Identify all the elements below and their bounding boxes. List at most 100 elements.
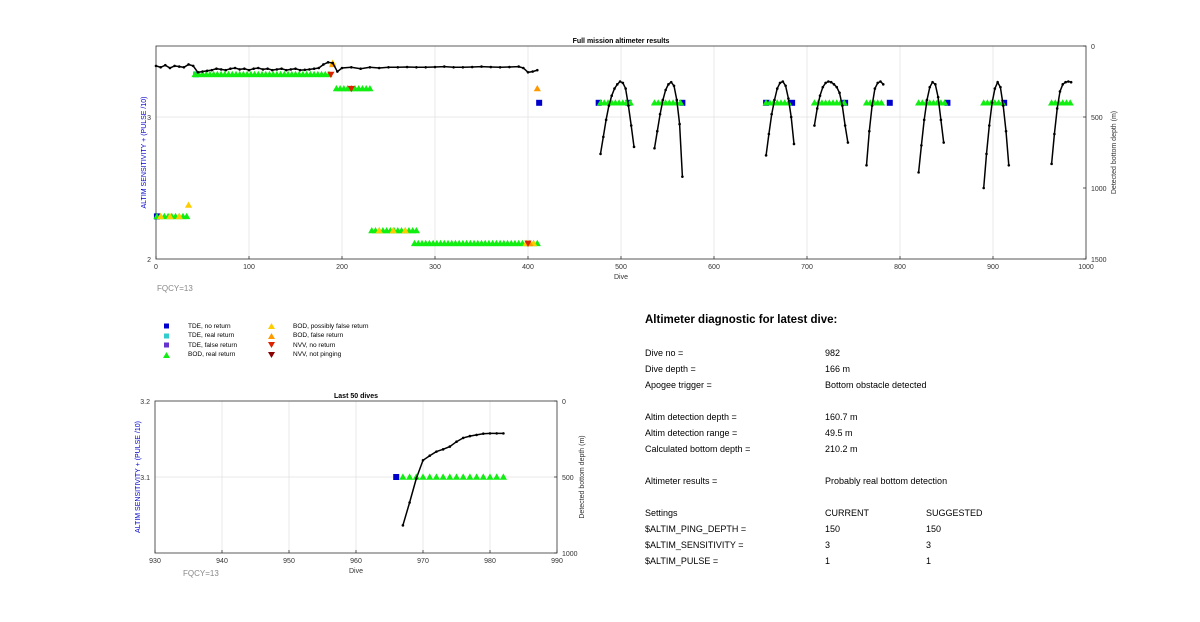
- depth-line: [599, 80, 635, 155]
- depth-point: [173, 64, 176, 68]
- depth-point: [1064, 80, 1067, 84]
- fqcy-annotation: FQCY=13: [157, 284, 193, 293]
- depth-point: [284, 68, 288, 72]
- status-marker: [175, 212, 183, 220]
- depth-point: [475, 433, 478, 437]
- depth-point: [987, 124, 991, 127]
- depth-point: [999, 85, 1002, 89]
- depth-point: [627, 104, 630, 107]
- status-marker: [439, 473, 447, 480]
- depth-point: [1069, 80, 1073, 84]
- ping-depth-current: 150: [825, 524, 841, 534]
- depth-point: [618, 80, 622, 83]
- legend-item: BOD, real return: [160, 351, 235, 359]
- depth-point: [821, 85, 825, 89]
- status-marker: [486, 473, 494, 480]
- depth-point: [266, 67, 269, 71]
- x-tick-label: 990: [551, 558, 563, 565]
- depth-point: [621, 81, 625, 85]
- depth-point: [602, 135, 605, 139]
- depth-point: [401, 524, 405, 527]
- suggested-label: SUGGESTED: [926, 508, 983, 518]
- pulse-suggested: 1: [926, 556, 932, 566]
- y-left-tick-label: 3.2: [140, 399, 150, 406]
- depth-point: [678, 122, 681, 126]
- bod-marker: [412, 227, 420, 234]
- status-marker: [944, 99, 951, 106]
- y-left-tick-label: 3: [147, 115, 151, 122]
- y-right-tick-label: 500: [562, 475, 574, 482]
- full-mission-chart: 0 100 200 300 400 500 600 700 800 900 1000 2 3 0 500 10…: [141, 38, 1118, 293]
- depth-point: [408, 501, 411, 504]
- legend-marker-icon: [268, 351, 275, 358]
- dive-no-value: 982: [825, 348, 841, 358]
- depth-point: [815, 107, 819, 110]
- depth-point: [985, 152, 988, 156]
- depth-point: [298, 68, 302, 72]
- depth-point: [210, 68, 214, 72]
- status-marker: [533, 85, 541, 92]
- apogee-value: Bottom obstacle detected: [825, 380, 927, 390]
- depth-point: [928, 85, 932, 89]
- depth-line: [653, 81, 684, 177]
- depth-point: [767, 132, 771, 136]
- depth-point: [421, 458, 425, 462]
- depth-point: [303, 68, 307, 72]
- status-marker: [479, 473, 487, 480]
- depth-point: [1067, 80, 1070, 83]
- depth-point: [827, 80, 830, 83]
- sensitivity-suggested: 3: [926, 540, 932, 550]
- x-tick-label: 800: [894, 264, 906, 271]
- depth-point: [873, 87, 877, 90]
- depth-point: [252, 67, 255, 71]
- depth-point: [982, 186, 985, 190]
- status-marker: [419, 473, 427, 480]
- dive-depth-label: Dive depth =: [645, 364, 696, 374]
- legend-label: TDE, no return: [188, 322, 231, 330]
- depth-point: [312, 67, 316, 71]
- depth-point: [1050, 162, 1053, 166]
- depth-point: [498, 66, 502, 69]
- dive-depth-value: 166 m: [825, 364, 851, 374]
- y-right-tick-label: 1000: [1091, 186, 1107, 193]
- x-tick-label: 940: [216, 558, 228, 565]
- depth-point: [818, 94, 822, 97]
- depth-point: [531, 70, 534, 73]
- legend-marker-icon: [268, 323, 275, 329]
- depth-point: [350, 66, 353, 69]
- legend-label: BOD, false return: [293, 332, 344, 339]
- depth-point: [879, 80, 882, 83]
- depth-point: [396, 66, 400, 69]
- depth-point: [778, 81, 782, 85]
- depth-point: [607, 104, 611, 107]
- bod-marker: [183, 212, 191, 220]
- status-marker: [327, 71, 335, 78]
- legend-marker-icon: [268, 342, 275, 348]
- chart-title: Full mission altimeter results: [573, 38, 670, 45]
- y-right-axis-label: Detected bottom depth (m): [579, 435, 586, 518]
- settings-label: Settings: [645, 508, 678, 518]
- depth-point: [934, 83, 937, 86]
- depth-point: [1055, 107, 1059, 110]
- depth-point: [615, 83, 619, 86]
- depth-point: [326, 61, 330, 64]
- depth-point: [675, 98, 679, 102]
- depth-point: [455, 440, 458, 444]
- depth-line: [155, 61, 538, 74]
- depth-point: [177, 65, 181, 68]
- status-marker: [536, 99, 543, 106]
- depth-point: [653, 146, 656, 150]
- depth-point: [843, 124, 847, 127]
- depth-point: [672, 84, 676, 88]
- status-marker: [166, 212, 174, 220]
- legend-item: TDE, no return: [160, 322, 231, 330]
- depth-point: [448, 445, 452, 448]
- depth-point: [368, 66, 372, 69]
- status-marker: [426, 473, 434, 480]
- depth-point: [813, 124, 816, 127]
- depth-point: [787, 97, 790, 100]
- depth-point: [655, 129, 659, 133]
- depth-point: [443, 65, 446, 68]
- depth-point: [517, 65, 520, 68]
- depth-point: [261, 68, 265, 71]
